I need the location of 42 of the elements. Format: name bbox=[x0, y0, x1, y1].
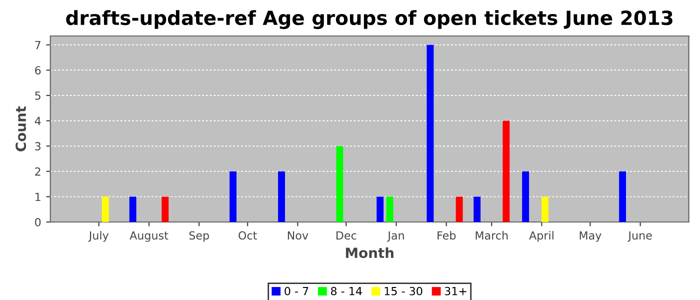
x-tick-label: August bbox=[130, 231, 168, 242]
x-tick-label: Sep bbox=[189, 231, 209, 242]
x-tick-label: May bbox=[580, 231, 602, 242]
y-tick-label: 3 bbox=[35, 142, 40, 150]
bar bbox=[456, 196, 463, 222]
y-axis-title: Count bbox=[16, 106, 26, 152]
bar bbox=[426, 44, 434, 222]
x-tick-label: Nov bbox=[288, 231, 308, 240]
x-tick-label: Dec bbox=[336, 231, 356, 240]
legend-label: 15 - 30 bbox=[384, 286, 422, 296]
y-tick-label: 1 bbox=[36, 192, 40, 201]
legend-label: 31+ bbox=[444, 286, 466, 296]
bar bbox=[102, 196, 109, 222]
x-tick-label: Feb bbox=[438, 231, 456, 240]
y-tick-label: 7 bbox=[35, 40, 40, 50]
x-tick-label: July bbox=[88, 231, 109, 242]
x-tick-label: Oct bbox=[238, 231, 257, 240]
bar bbox=[336, 146, 344, 222]
legend-label: 0 - 7 bbox=[284, 286, 308, 296]
x-tick-label: June bbox=[628, 231, 652, 242]
bar bbox=[230, 171, 237, 222]
x-tick-label: April bbox=[529, 231, 554, 242]
y-tick-label: 5 bbox=[35, 92, 40, 100]
x-tick-label: March bbox=[476, 231, 508, 240]
bar bbox=[619, 171, 626, 222]
x-tick-label: Jan bbox=[387, 231, 404, 242]
x-axis-title: Month bbox=[346, 247, 394, 258]
bar bbox=[162, 196, 169, 222]
bar bbox=[129, 196, 136, 222]
bar bbox=[376, 196, 384, 222]
y-tick-label: 6 bbox=[35, 66, 41, 75]
bar bbox=[278, 171, 285, 222]
chart-title: drafts-update-ref Age groups of open tickets June 2013 bbox=[66, 10, 672, 30]
bar bbox=[386, 196, 394, 222]
bar bbox=[522, 171, 530, 222]
y-tick-label: 0 bbox=[35, 218, 41, 226]
bar bbox=[474, 196, 481, 222]
y-tick-label: 4 bbox=[34, 116, 41, 125]
legend-label: 8 - 14 bbox=[330, 286, 362, 296]
bar bbox=[541, 196, 548, 222]
y-tick-label: 2 bbox=[35, 167, 40, 176]
bar bbox=[502, 120, 510, 222]
